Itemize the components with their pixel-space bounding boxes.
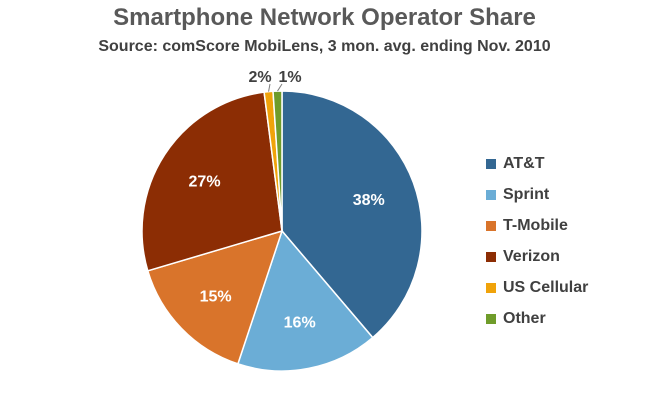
legend-swatch-other <box>486 313 496 324</box>
data-label-other: 1% <box>278 69 301 86</box>
legend-label-us-cellular: US Cellular <box>503 278 589 296</box>
data-label-sprint: 16% <box>284 315 316 332</box>
legend-item-at-t: AT&T <box>486 148 588 179</box>
data-label-verizon: 27% <box>189 174 221 191</box>
chart-subtitle: Source: comScore MobiLens, 3 mon. avg. e… <box>98 38 551 55</box>
legend-item-sprint: Sprint <box>486 179 588 210</box>
slice-at-t <box>281 90 423 339</box>
slice-other <box>272 90 283 232</box>
legend-swatch-verizon <box>486 251 496 262</box>
slice-verizon <box>141 91 283 272</box>
legend-label-verizon: Verizon <box>503 247 560 265</box>
legend-label-at-t: AT&T <box>503 154 545 172</box>
chart-title: Smartphone Network Operator Share <box>113 4 536 31</box>
data-label-at-t: 38% <box>353 192 385 209</box>
legend-label-sprint: Sprint <box>503 185 550 203</box>
data-label-us-cellular: 2% <box>248 69 271 86</box>
legend-item-t-mobile: T-Mobile <box>486 210 588 241</box>
legend-swatch-us-cellular <box>486 282 496 293</box>
leader-line-us-cellular <box>268 83 271 92</box>
legend-item-us-cellular: US Cellular <box>486 272 588 303</box>
legend-label-t-mobile: T-Mobile <box>503 216 568 234</box>
leader-line-other <box>277 83 283 92</box>
legend-swatch-sprint <box>486 189 496 200</box>
slice-t-mobile <box>146 229 284 365</box>
legend-swatch-at-t <box>486 158 496 169</box>
legend-swatch-t-mobile <box>486 220 496 231</box>
chart-legend: AT&T Sprint T-Mobile Verizon US Cellular Othe… <box>486 148 588 334</box>
legend-label-other: Other <box>503 309 546 327</box>
legend-item-other: Other <box>486 303 588 334</box>
legend-item-verizon: Verizon <box>486 241 588 272</box>
data-label-t-mobile: 15% <box>200 288 232 305</box>
slice-sprint <box>236 229 374 372</box>
